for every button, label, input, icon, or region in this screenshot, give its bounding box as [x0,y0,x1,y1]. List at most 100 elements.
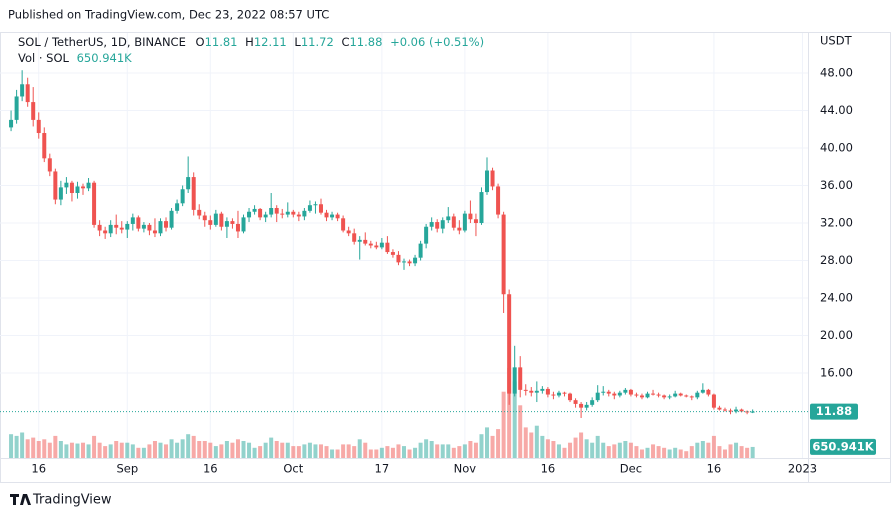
candle-body [545,388,550,395]
volume-bar [31,437,36,458]
volume-bar [534,425,539,458]
candle-body [507,294,512,394]
candle-body [551,394,556,396]
ohlc-label: O [196,35,205,49]
volume-bar [651,444,656,458]
volume-title: Vol · SOL [18,51,70,65]
candle-body [695,392,700,398]
candle-body [186,177,191,190]
candle-body [435,222,440,229]
volume-bar [47,442,52,458]
candle-body [734,409,739,412]
volume-bar [711,435,716,458]
volume-bar [579,432,584,458]
candle-body [606,391,611,394]
volume-bar [291,446,296,458]
candle-body [136,217,141,229]
volume-bar [540,435,545,458]
publish-header: Published on TradingView.com, Dec 23, 20… [8,8,329,22]
candle-body [330,214,335,218]
candle-body [440,220,445,229]
volume-bar [213,446,218,458]
candle-body [468,213,473,220]
volume-bar [468,441,473,458]
x-tick-label: 16 [31,462,46,476]
candle-body [374,245,379,248]
candle-body [108,224,113,234]
volume-bar [667,449,672,458]
candle-body [667,396,672,398]
candle-body [241,217,246,232]
volume-bar [606,446,611,458]
candle-body [324,212,329,218]
volume-bar [623,441,628,458]
volume-bar [263,442,268,458]
candle-body [496,186,501,215]
candle-body [390,252,395,255]
volume-bar [269,437,274,458]
candle-body [53,171,58,200]
ohlc-value: 11.72 [301,35,334,49]
volume-bar [318,444,323,458]
candle-body [623,389,628,393]
volume-bar [612,444,617,458]
price-axis: 16.00 20.00 24.00 28.00 32.00 36.00 40.00 44.00… [810,66,876,455]
brand-name: TradingView [32,493,112,508]
candle-body [252,208,257,212]
volume-bar [645,447,650,458]
volume-bar [390,447,395,458]
volume-bar [435,444,440,458]
x-tick-label: Dec [620,462,642,476]
brand-logo: TradingView [10,493,112,508]
candle-body [700,389,705,393]
candle-body [97,224,102,231]
volume-bar [429,441,434,458]
volume-bar [341,444,346,458]
ohlc-label: H [245,35,254,49]
volume-bar [58,441,63,458]
candle-body [462,213,467,231]
y-tick-label: 24.00 [820,290,853,304]
candle-body [617,392,622,396]
candle-body [501,214,506,295]
candle-body [590,400,595,405]
candle-body [689,396,694,398]
volume-bar [678,449,683,458]
candle-body [180,189,185,204]
volume-bar [684,451,689,458]
volume-bar [407,449,412,458]
candle-body [518,367,523,390]
candle-body [213,213,218,225]
volume-bar [545,439,550,458]
volume-bar [385,446,390,458]
volume-bar [717,446,722,458]
volume-bar [617,442,622,458]
x-tick-label: Oct [283,462,303,476]
volume-bar [512,381,517,458]
volume-bar [490,435,495,458]
y-tick-label: 32.00 [820,216,853,230]
volume-bar [656,446,661,458]
volume-bar [97,442,102,458]
volume-bar [252,447,257,458]
volume-bar [75,443,80,458]
volume-bar [180,439,185,458]
volume-bar [296,446,301,458]
x-tick-label: 16 [203,462,218,476]
volume-bar [745,447,750,458]
candle-body [147,224,152,231]
volume-bar [241,441,246,458]
volume-bar [446,444,451,458]
candle-body [280,213,285,215]
volume-bar [36,441,41,458]
candle-body [119,227,124,230]
volume-value: 650.941K [77,51,133,65]
candle-body [512,367,517,394]
volume-bar [230,442,235,458]
candle-body [595,392,600,401]
candle-body [269,208,274,215]
symbol: SOL / TetherUS, 1D, BINANCE [18,35,186,49]
volume-bar [92,435,97,458]
